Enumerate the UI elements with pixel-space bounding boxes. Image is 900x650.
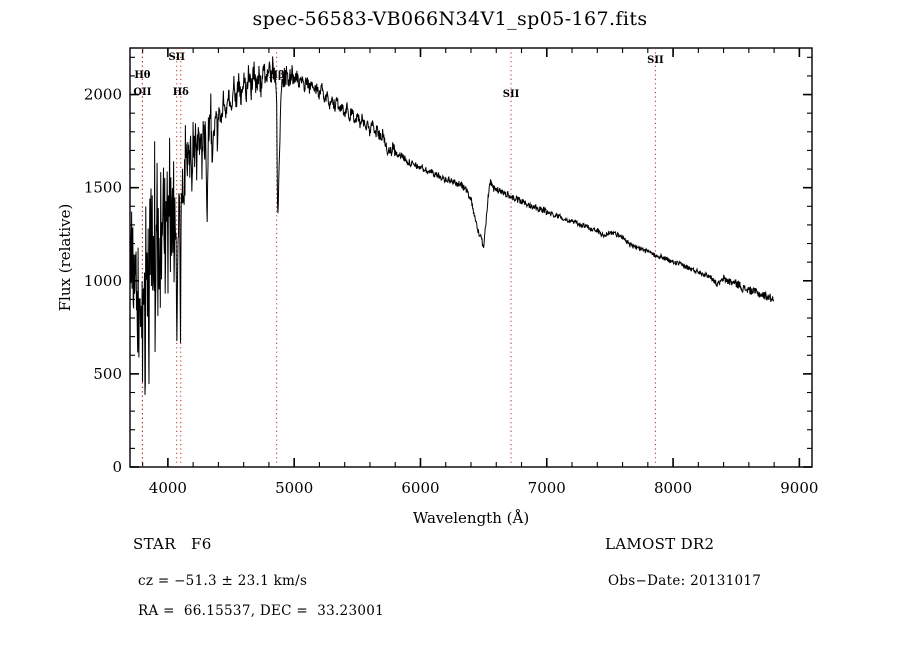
spectral-line-label-SII: SII: [647, 55, 664, 66]
spectral-line-label-H: Hβ: [269, 70, 285, 81]
y-tick-label: 1500: [84, 179, 122, 197]
object-type-label: STAR F6: [133, 535, 212, 553]
x-tick-label: 5000: [275, 479, 313, 497]
obs-date-label: Obs−Date: 20131017: [608, 573, 762, 589]
spectrum-trace: [130, 56, 775, 395]
x-tick-label: 9000: [780, 479, 818, 497]
x-tick-label: 7000: [528, 479, 566, 497]
x-tick-label: 8000: [654, 479, 692, 497]
radial-velocity-label: cz = −51.3 ± 23.1 km/s: [138, 573, 308, 589]
spectral-line-label-SII: SII: [168, 52, 185, 63]
survey-label: LAMOST DR2: [605, 535, 715, 553]
y-tick-label: 500: [93, 365, 122, 383]
spectral-line-label-SII: SII: [503, 89, 520, 100]
plot-frame: [129, 47, 813, 468]
page-title: spec-56583-VB066N34V1_sp05-167.fits: [252, 8, 648, 30]
spectral-line-label-OII: OII: [133, 87, 151, 98]
y-axis-title: Flux (relative): [56, 204, 74, 312]
x-tick-label: 4000: [149, 479, 187, 497]
spectral-line-label-H: Hδ: [173, 87, 189, 98]
coordinates-label: RA = 66.15537, DEC = 33.23001: [138, 603, 385, 619]
y-tick-label: 1000: [84, 272, 122, 290]
x-axis-title: Wavelength (Å): [413, 509, 529, 527]
y-tick-label: 2000: [84, 86, 122, 104]
x-tick-label: 6000: [401, 479, 439, 497]
y-tick-label: 0: [112, 458, 122, 476]
